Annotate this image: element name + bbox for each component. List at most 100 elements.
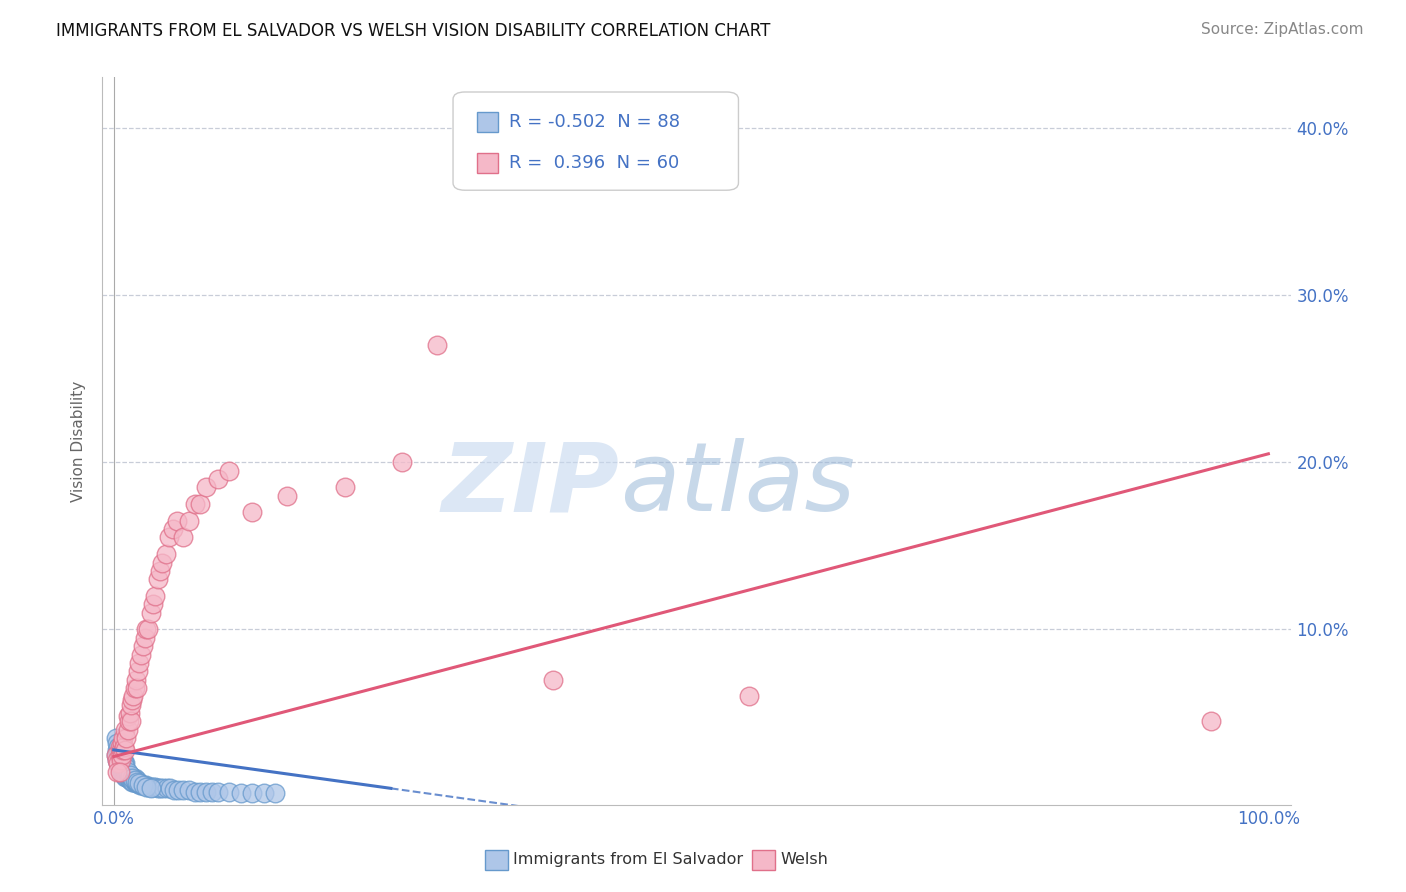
Point	[129, 778, 152, 792]
Point	[118, 768, 141, 782]
Point	[131, 648, 153, 662]
Text: R = -0.502  N = 88: R = -0.502 N = 88	[509, 112, 681, 131]
Point	[229, 786, 252, 800]
Point	[105, 743, 128, 757]
Point	[172, 783, 194, 797]
Point	[155, 547, 177, 561]
Text: R =  0.396  N = 60: R = 0.396 N = 60	[509, 154, 679, 172]
Point	[117, 766, 139, 780]
Point	[163, 783, 186, 797]
Point	[121, 770, 143, 784]
Point	[177, 514, 200, 528]
Point	[118, 772, 141, 787]
Text: Source: ZipAtlas.com: Source: ZipAtlas.com	[1201, 22, 1364, 37]
Point	[110, 746, 132, 760]
Point	[207, 785, 229, 799]
Point	[218, 785, 240, 799]
Point	[149, 781, 172, 796]
Point	[115, 770, 138, 784]
Point	[276, 489, 298, 503]
Point	[108, 743, 131, 757]
Point	[125, 776, 148, 790]
Point	[122, 772, 145, 786]
Point	[117, 764, 139, 779]
Point	[118, 772, 141, 786]
Point	[107, 756, 129, 771]
Point	[135, 780, 157, 794]
Point	[159, 781, 181, 796]
Point	[135, 623, 157, 637]
Point	[108, 739, 131, 754]
Text: Immigrants from El Salvador: Immigrants from El Salvador	[513, 853, 744, 867]
Point	[188, 497, 211, 511]
Y-axis label: Vision Disability: Vision Disability	[72, 381, 86, 502]
Point	[121, 692, 143, 706]
Point	[131, 778, 153, 792]
Point	[131, 639, 153, 653]
Text: ZIP: ZIP	[441, 438, 620, 532]
Point	[111, 731, 134, 746]
Text: Welsh: Welsh	[780, 853, 828, 867]
Point	[172, 531, 194, 545]
Point	[105, 747, 128, 762]
Point	[111, 764, 134, 779]
Point	[125, 673, 148, 687]
Point	[108, 759, 131, 773]
Point	[183, 497, 205, 511]
Point	[142, 598, 165, 612]
Point	[738, 690, 761, 704]
Point	[118, 768, 141, 782]
Point	[1199, 714, 1222, 729]
Point	[240, 786, 263, 800]
FancyBboxPatch shape	[453, 92, 738, 190]
Point	[111, 759, 134, 773]
Point	[391, 455, 413, 469]
Point	[240, 505, 263, 519]
Point	[118, 714, 141, 729]
Point	[264, 786, 287, 800]
Point	[120, 698, 142, 712]
Point	[195, 480, 218, 494]
Point	[125, 772, 148, 787]
Point	[111, 759, 134, 773]
Point	[111, 736, 134, 750]
Point	[105, 753, 128, 767]
Point	[162, 522, 184, 536]
Point	[114, 723, 136, 737]
Point	[142, 780, 165, 794]
Point	[112, 756, 135, 771]
Point	[138, 780, 160, 794]
Point	[333, 480, 356, 494]
Point	[253, 786, 276, 800]
Point	[127, 665, 149, 679]
Point	[105, 731, 128, 746]
Point	[127, 776, 149, 790]
Point	[110, 763, 132, 777]
Point	[124, 774, 146, 789]
Point	[121, 774, 143, 789]
Point	[107, 756, 129, 771]
Point	[207, 472, 229, 486]
Point	[149, 564, 172, 578]
Point	[114, 764, 136, 779]
Point	[112, 761, 135, 775]
Point	[115, 731, 138, 746]
Point	[157, 531, 180, 545]
Point	[108, 764, 131, 779]
Point	[122, 774, 145, 789]
Point	[111, 766, 134, 780]
Point	[120, 772, 142, 787]
Point	[146, 781, 169, 796]
Point	[201, 785, 224, 799]
Point	[114, 743, 136, 757]
Point	[111, 753, 134, 767]
Point	[117, 709, 139, 723]
Point	[131, 778, 153, 792]
Point	[426, 338, 449, 352]
Point	[541, 673, 564, 687]
Point	[195, 785, 218, 799]
Point	[114, 756, 136, 771]
Point	[166, 514, 188, 528]
Point	[117, 723, 139, 737]
Point	[138, 623, 160, 637]
